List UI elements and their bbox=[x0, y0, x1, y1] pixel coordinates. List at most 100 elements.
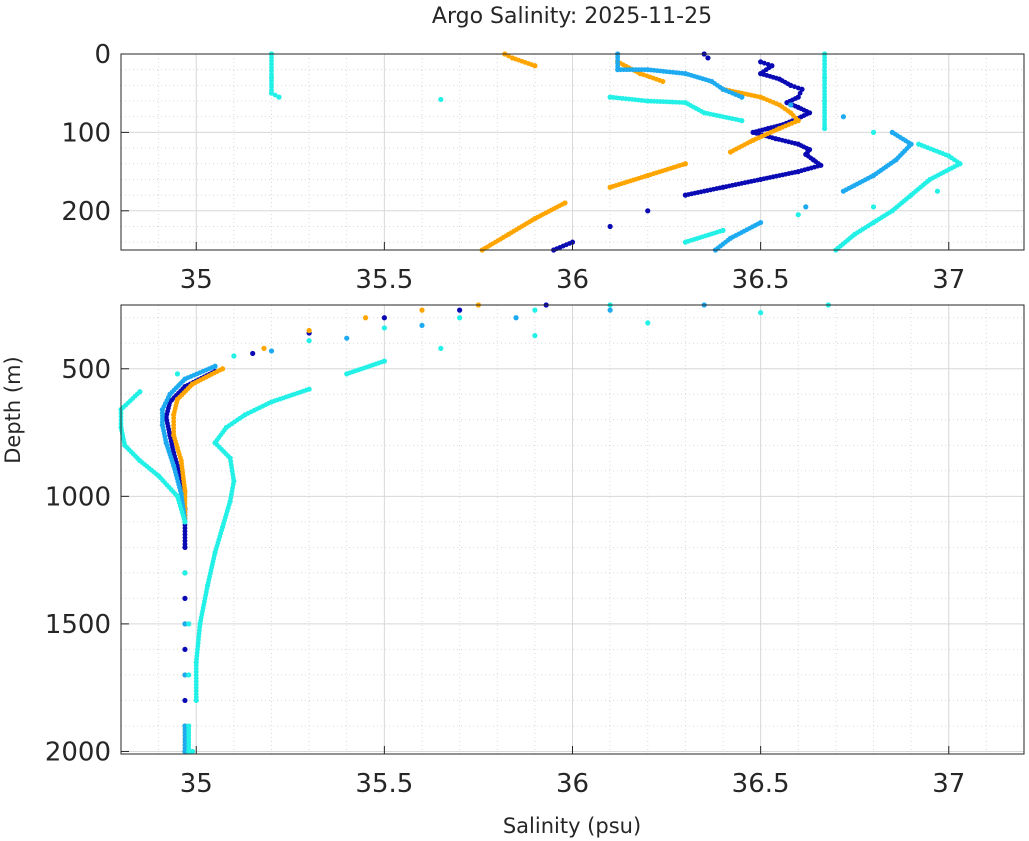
data-point bbox=[532, 307, 538, 313]
data-point bbox=[795, 212, 801, 218]
series-float-e bbox=[118, 302, 613, 755]
data-point bbox=[660, 78, 666, 85]
profile-dot bbox=[269, 58, 274, 64]
profile-dot bbox=[171, 419, 177, 424]
data-point bbox=[306, 327, 312, 334]
chart-title: Argo Salinity: 2025-11-25 bbox=[432, 4, 712, 29]
data-point bbox=[607, 223, 613, 230]
data-point bbox=[799, 86, 805, 92]
data-point bbox=[189, 748, 196, 755]
data-point bbox=[182, 621, 188, 627]
x-tick-label: 37 bbox=[932, 769, 965, 799]
x-tick-label: 35 bbox=[180, 769, 213, 799]
data-point bbox=[344, 371, 350, 377]
data-point bbox=[186, 748, 192, 755]
data-point bbox=[739, 94, 745, 100]
profile-dot bbox=[269, 61, 274, 67]
series-float-c bbox=[615, 51, 914, 253]
data-point bbox=[306, 338, 312, 344]
y-tick-label: 200 bbox=[61, 197, 111, 227]
data-point bbox=[171, 412, 177, 418]
profile-dot bbox=[822, 78, 827, 84]
data-point bbox=[532, 333, 538, 339]
data-point bbox=[419, 322, 425, 329]
data-point bbox=[513, 315, 519, 321]
x-tick-label: 37 bbox=[932, 265, 965, 295]
profile-dot bbox=[822, 58, 827, 64]
data-point bbox=[821, 74, 828, 81]
x-axis-label: Salinity (psu) bbox=[503, 814, 641, 838]
bottom-panel: 35 35.5 36 36.5 37 500 1000 1500 2000 bbox=[45, 302, 1025, 799]
profile-dot bbox=[761, 60, 767, 66]
data-point bbox=[193, 697, 199, 704]
data-point bbox=[261, 345, 267, 351]
data-point bbox=[344, 335, 350, 341]
data-point bbox=[788, 82, 794, 88]
data-point bbox=[645, 320, 651, 326]
profile-dot bbox=[822, 88, 827, 94]
data-point bbox=[934, 188, 941, 194]
data-point bbox=[803, 204, 809, 210]
data-point bbox=[276, 94, 282, 100]
data-point bbox=[438, 345, 444, 351]
data-point bbox=[362, 315, 369, 321]
data-point bbox=[268, 90, 275, 96]
data-point bbox=[438, 96, 444, 103]
profile-dot bbox=[822, 54, 827, 60]
x-tick-label: 35.5 bbox=[355, 265, 413, 295]
x-tick-label: 36 bbox=[556, 769, 589, 799]
y-tick-label: 0 bbox=[94, 40, 111, 70]
data-point bbox=[682, 192, 688, 198]
data-point bbox=[182, 646, 188, 653]
data-point bbox=[840, 114, 847, 120]
data-point bbox=[186, 621, 192, 627]
profile-dot bbox=[269, 54, 274, 60]
x-tick-label: 35 bbox=[180, 265, 213, 295]
x-tick-label: 36.5 bbox=[732, 769, 790, 799]
profile-dot bbox=[822, 85, 827, 90]
series-float-d bbox=[189, 302, 831, 755]
data-point bbox=[758, 310, 764, 316]
profile-dot bbox=[822, 68, 827, 74]
y-tick-label: 1500 bbox=[45, 610, 111, 640]
data-point bbox=[788, 102, 794, 108]
data-point bbox=[840, 188, 847, 194]
series-float-b bbox=[479, 51, 801, 253]
profile-dot bbox=[269, 68, 274, 74]
data-point bbox=[532, 63, 538, 69]
y-tick-label: 500 bbox=[61, 355, 111, 385]
data-point bbox=[231, 353, 237, 359]
profile-dot bbox=[822, 91, 827, 97]
data-point bbox=[182, 672, 188, 678]
profile-dot bbox=[822, 61, 827, 67]
data-point bbox=[268, 348, 275, 354]
data-point bbox=[186, 672, 192, 678]
data-point bbox=[727, 149, 734, 155]
profile-dot bbox=[822, 81, 827, 87]
data-point bbox=[250, 350, 256, 357]
profile-dot bbox=[822, 65, 827, 70]
y-axis-label: Depth (m) bbox=[1, 356, 25, 463]
data-point bbox=[381, 315, 387, 321]
data-point bbox=[182, 748, 188, 755]
data-point bbox=[182, 570, 188, 576]
data-point bbox=[419, 307, 425, 313]
data-point bbox=[182, 595, 188, 601]
profile-dot bbox=[171, 415, 177, 421]
y-tick-label: 100 bbox=[61, 118, 111, 148]
data-point bbox=[457, 307, 463, 313]
data-point bbox=[870, 204, 877, 210]
x-tick-label: 36 bbox=[556, 265, 589, 295]
top-panel: 35 35.5 36 36.5 37 0 100 200 bbox=[61, 40, 1025, 295]
data-point bbox=[705, 55, 711, 61]
profile-dot bbox=[797, 90, 803, 96]
data-point bbox=[645, 208, 651, 214]
data-point bbox=[720, 227, 726, 233]
data-point bbox=[607, 307, 613, 313]
profile-dot bbox=[792, 84, 797, 90]
profile-dot bbox=[171, 422, 177, 428]
profile-dot bbox=[272, 92, 278, 98]
data-point bbox=[174, 371, 181, 377]
series-float-d bbox=[268, 51, 963, 253]
